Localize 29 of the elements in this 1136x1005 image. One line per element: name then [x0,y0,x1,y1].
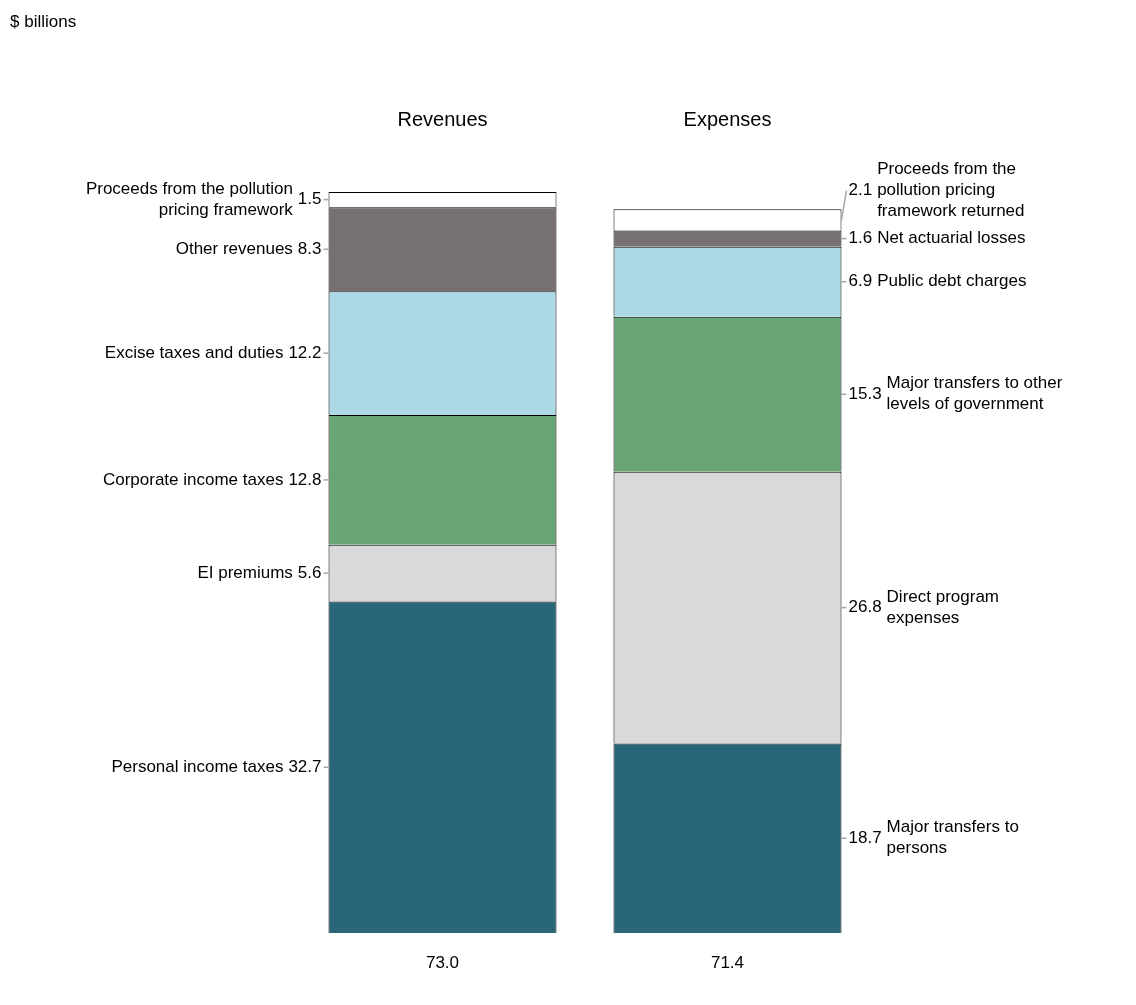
data-label: 18.7 [848,827,882,847]
total-label: 73.0 [425,953,460,973]
x-tick-label: Revenues [397,107,488,130]
data-label: 5.6 [297,562,322,582]
text: Corporate income taxes [102,469,284,489]
data-label: 32.7 [288,756,322,776]
text: $ billions [10,12,77,32]
text: Major transfers to other levels of government [886,373,1063,414]
text: Other revenues [175,238,293,258]
data-label: 2.1 [848,180,873,200]
data-label: 6.9 [848,271,873,291]
data-label: 12.2 [288,342,322,362]
data-label: 15.3 [848,383,882,403]
text: Personal income taxes [111,756,284,776]
text: Proceeds from the pollution pricing framework returned [877,159,1025,221]
data-label: 8.3 [297,238,322,258]
data-label: 26.8 [848,597,882,617]
x-tick-label: Expenses [683,107,772,130]
text: EI premiums [197,562,293,582]
total-label: 71.4 [710,953,745,973]
data-label: 1.5 [297,189,322,209]
text: Excise taxes and duties [104,342,284,362]
text: Net actuarial losses [877,228,1026,248]
text: Major transfers to persons [886,817,1019,858]
text: Proceeds from the pollution pricing framework [85,178,294,219]
data-label: 12.8 [288,469,322,489]
text: Direct program expenses [886,586,1000,627]
data-label: 1.6 [848,228,873,248]
text: Public debt charges [877,271,1027,291]
